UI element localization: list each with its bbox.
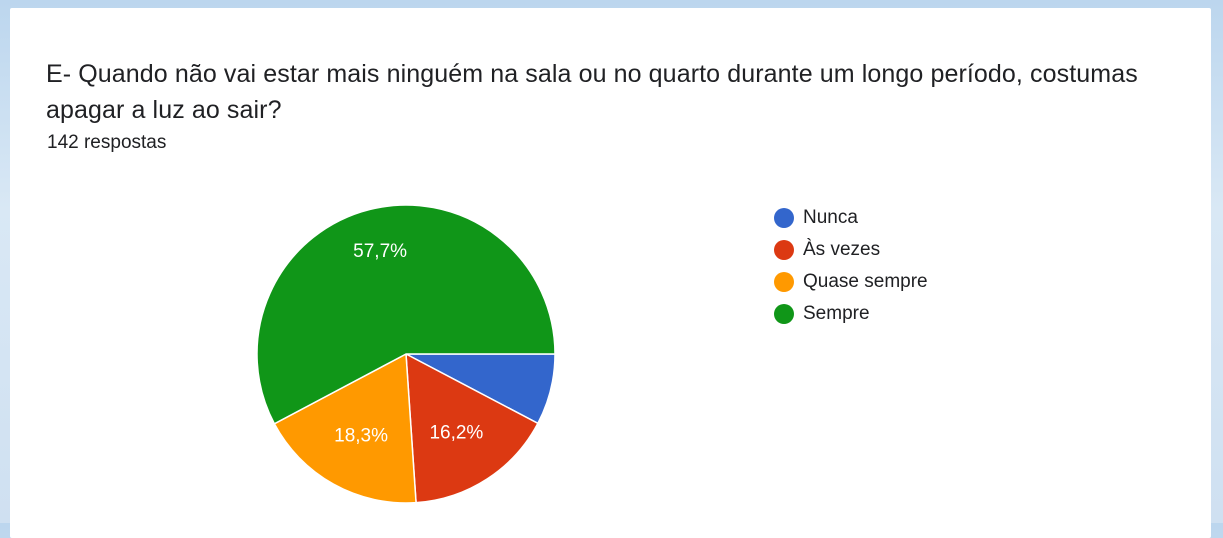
response-count: 142 respostas <box>47 132 167 153</box>
pie-chart: 16,2% 18,3% 57,7% <box>256 204 556 504</box>
slice-quase-sempre[interactable] <box>273 352 417 504</box>
legend-item-sempre[interactable]: Sempre <box>774 298 928 330</box>
slice-sempre[interactable] <box>256 204 556 425</box>
legend-label: Sempre <box>803 303 870 324</box>
legend-swatch-quase-sempre <box>774 272 794 292</box>
response-card: E- Quando não vai estar mais ninguém na … <box>10 8 1211 538</box>
legend-swatch-nunca <box>774 208 794 228</box>
legend-swatch-as-vezes <box>774 240 794 260</box>
slice-value-label: 18,3% <box>334 426 388 447</box>
slice-as-vezes[interactable] <box>405 352 539 504</box>
legend-label: Às vezes <box>803 239 881 260</box>
chart-legend: Nunca Às vezes Quase sempre Sempre <box>774 202 928 330</box>
legend-item-quase-sempre[interactable]: Quase sempre <box>774 266 928 298</box>
question-title: E- Quando não vai estar mais ninguém na … <box>46 60 1138 124</box>
slice-value-label: 57,7% <box>353 241 407 262</box>
legend-label: Nunca <box>803 207 858 228</box>
legend-item-as-vezes[interactable]: Às vezes <box>774 234 928 266</box>
slice-value-label: 16,2% <box>429 422 483 443</box>
legend-label: Quase sempre <box>803 271 928 292</box>
legend-item-nunca[interactable]: Nunca <box>774 202 928 234</box>
legend-swatch-sempre <box>774 304 794 324</box>
